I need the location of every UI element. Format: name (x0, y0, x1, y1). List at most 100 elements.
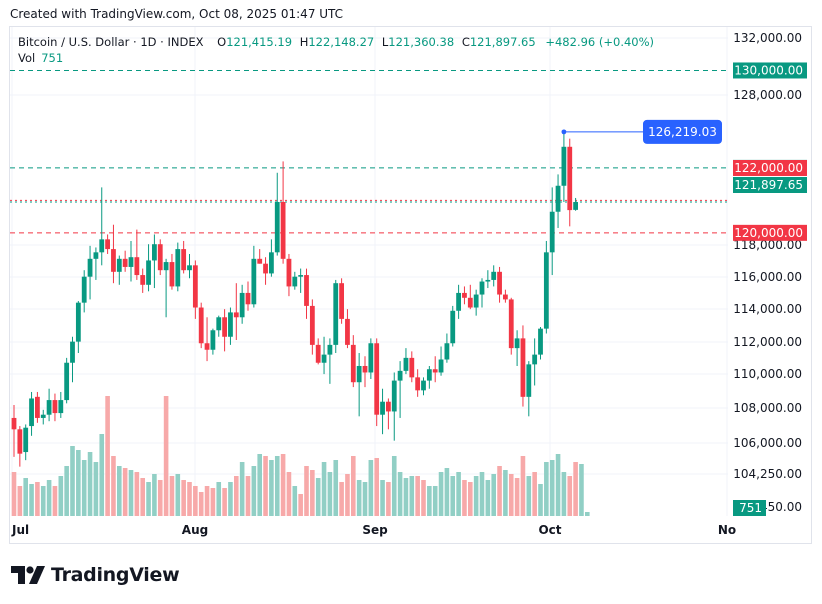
candle-body (514, 338, 520, 349)
volume-bar (438, 472, 444, 516)
volume-bar (468, 482, 473, 516)
candle-body (339, 283, 344, 319)
candle-body (175, 249, 181, 287)
candle-body (356, 365, 362, 383)
volume-bar (122, 468, 128, 516)
candle-body (58, 400, 64, 414)
volume-bar (585, 512, 590, 516)
candle-body (210, 330, 216, 350)
price-axis-tick: 128,000.00 (733, 88, 802, 102)
candle-body (134, 257, 140, 276)
volume-bar (17, 486, 23, 516)
candle-body (444, 343, 450, 360)
candle-body (128, 257, 134, 267)
volume-bar (497, 466, 502, 516)
candle-body (345, 318, 350, 345)
candle-body (298, 275, 304, 277)
volume-bar (567, 476, 573, 516)
candle-body (456, 292, 461, 311)
high-value: 122,148.27 (308, 35, 375, 49)
volume-bar (391, 456, 397, 516)
candle-body (140, 275, 146, 285)
price-axis-tick: 104,250.00 (733, 467, 802, 481)
candle-body (198, 307, 204, 344)
price-axis-label-box (733, 177, 807, 193)
volume-bar (432, 486, 438, 516)
candle-body (309, 305, 315, 345)
volume-bar (269, 460, 274, 516)
change-value: +482.96 (+0.40%) (545, 35, 655, 49)
volume-bar (450, 476, 456, 516)
volume-bar (274, 456, 280, 516)
candle-body (462, 292, 467, 298)
volume-bar (134, 472, 140, 516)
volume-bar (444, 468, 450, 516)
candle-body (350, 344, 356, 383)
candle-body (187, 265, 192, 271)
candle-body (122, 258, 128, 267)
volume-bar (286, 472, 292, 516)
volume-bar (216, 482, 222, 516)
candle-body (280, 201, 286, 259)
close-value: 121,897.65 (469, 35, 536, 49)
candle-body (216, 317, 222, 331)
volume-bar (99, 434, 105, 516)
tradingview-logo[interactable]: TradingView (11, 563, 180, 587)
candle-body (111, 249, 116, 272)
candle-body (333, 283, 339, 345)
candle-body (503, 294, 508, 300)
high-annotation-box (643, 119, 722, 144)
candle-body (485, 279, 491, 282)
volume-legend: Vol 751 (18, 51, 63, 65)
volume-bar (462, 480, 467, 516)
price-axis-label: 120,000.00 (734, 226, 803, 240)
candle-body (538, 328, 543, 355)
volume-bar (415, 476, 420, 516)
candle-body (421, 380, 426, 391)
candle-body (508, 299, 514, 349)
volume-bar (64, 466, 69, 516)
candle-body (403, 357, 409, 371)
volume-bar (345, 474, 350, 516)
volume-bar (573, 462, 578, 516)
volume-bar (362, 482, 368, 516)
candle-body (81, 276, 87, 303)
volume-bar (146, 482, 151, 516)
volume-bar (169, 476, 175, 516)
candle-body (391, 380, 397, 412)
candle-body (87, 258, 93, 277)
volume-bar (544, 462, 549, 516)
volume-bar (310, 470, 315, 516)
volume-bar (29, 484, 34, 516)
volume-bar (351, 456, 356, 516)
candle-body (116, 258, 122, 272)
candle-body (415, 377, 421, 391)
candle-body (192, 265, 198, 308)
candle-body (75, 302, 81, 342)
candle-body (29, 398, 34, 427)
candle-body (426, 369, 432, 381)
candle-body (233, 312, 239, 318)
volume-bar (561, 472, 567, 516)
candle-body (292, 276, 298, 287)
candle-body (520, 338, 526, 397)
candle-body (555, 185, 561, 212)
volume-bar (198, 492, 204, 516)
volume-bar (46, 480, 52, 516)
candle-body (146, 260, 151, 285)
volume-bar (526, 476, 532, 516)
volume-bar (152, 474, 157, 516)
candle-body (409, 357, 415, 378)
volume-bar (23, 478, 28, 516)
volume-bar (228, 482, 233, 516)
candle-body (274, 201, 280, 253)
volume-bar (181, 480, 186, 516)
tradingview-logo-icon (11, 566, 45, 584)
volume-bar (321, 462, 327, 516)
volume-bar (175, 474, 181, 516)
volume-bar (245, 476, 251, 516)
candle-body (269, 252, 274, 274)
volume-bar (549, 460, 555, 516)
candle-body (93, 252, 99, 259)
